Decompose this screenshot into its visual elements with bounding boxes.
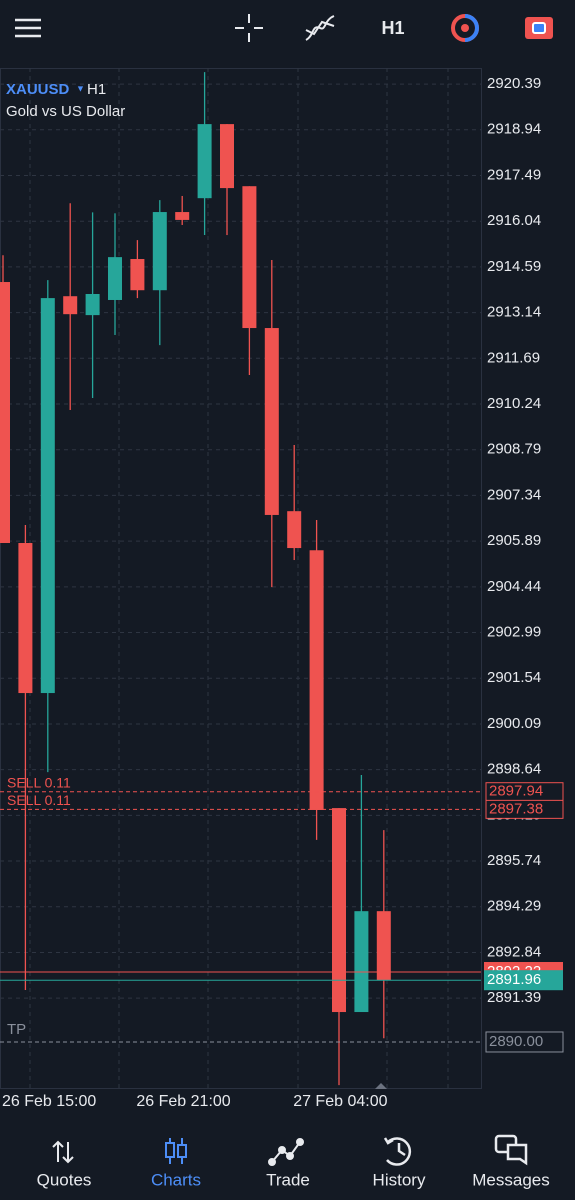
y-tick-label: 2907.34 [487,486,541,503]
order-price: 2897.94 [489,783,543,800]
y-tick-label: 2914.59 [487,258,541,275]
candle-body [264,328,279,515]
chart-timeframe: H1 [87,81,106,98]
nav-quotes[interactable]: Quotes [37,1170,92,1189]
candle-body [242,186,257,329]
y-tick-label: 2918.94 [487,121,541,138]
bottom-nav [0,1120,575,1200]
y-tick-label: 2901.54 [487,669,541,686]
candle-body [287,511,302,549]
y-tick-label: 2905.89 [487,532,541,549]
tp-label: TP [7,1021,26,1038]
y-tick-label: 2910.24 [487,395,541,412]
y-tick-label: 2898.64 [487,761,541,778]
y-tick-label: 2920.39 [487,75,541,92]
candle-body [354,911,369,1013]
nav-charts[interactable]: Charts [151,1170,201,1189]
order-label: SELL 0.11 [7,774,71,790]
candle-body [152,212,167,291]
symbol-description: Gold vs US Dollar [6,103,125,120]
x-tick-label: 26 Feb 15:00 [2,1093,96,1110]
nav-trade[interactable]: Trade [266,1170,310,1189]
tp-price-box [485,1031,564,1053]
nav-history[interactable]: History [373,1170,426,1189]
crosshair-button[interactable] [235,14,263,42]
candle-body [40,298,55,694]
candle-body [85,294,100,316]
candle-body [197,124,212,199]
symbol-dropdown[interactable]: ▼ [76,83,85,93]
scroll-marker [375,1083,387,1089]
y-tick-label: 2902.99 [487,623,541,640]
y-tick-label: 2911.69 [487,349,540,366]
y-tick-label: 2908.79 [487,441,541,458]
timeframe-button[interactable]: H1 [381,18,404,38]
x-tick-label: 27 Feb 04:00 [293,1093,387,1110]
trade-icon[interactable] [451,14,479,42]
one-click-icon[interactable] [525,17,553,39]
messages-icon[interactable] [494,1134,528,1166]
y-tick-label: 2891.39 [487,989,541,1006]
nav-messages[interactable]: Messages [472,1170,549,1189]
tp-price: 2890.00 [489,1033,543,1050]
vertical-grid [29,68,449,1088]
candle-body [108,257,122,300]
y-tick-label: 2913.14 [487,304,541,321]
candle-body [63,296,78,315]
y-tick-label: 2892.84 [487,943,541,960]
symbol: XAUUSD [6,81,70,98]
order-price-box [485,799,564,819]
candle-body [220,124,234,189]
menu-button[interactable] [15,18,41,38]
order-label: SELL 0.11 [7,792,71,808]
x-tick-label: 26 Feb 21:00 [136,1093,230,1110]
y-tick-label: 2904.44 [487,578,541,595]
chart-frame [0,68,482,1089]
candle-body [332,808,346,1013]
candle-body [130,259,145,291]
history-icon[interactable] [383,1137,412,1166]
y-tick-label: 2900.09 [487,715,541,732]
bid-box [484,970,563,991]
indicators-button[interactable] [305,15,335,41]
bid-label: 2891.96 [487,971,541,988]
trade-nav-icon[interactable] [268,1138,304,1166]
candle-body [376,911,391,981]
candle-body [309,550,324,810]
candle-body [18,543,33,694]
y-tick-label: 2917.49 [487,166,541,183]
candle-body [175,212,190,220]
order-price: 2897.38 [489,800,543,817]
y-tick-label: 2916.04 [487,212,541,229]
charts-icon[interactable] [165,1138,187,1164]
candle-body [0,282,10,544]
quotes-icon[interactable] [52,1140,74,1164]
y-tick-label: 2894.29 [487,898,541,915]
y-tick-label: 2895.74 [487,852,541,869]
